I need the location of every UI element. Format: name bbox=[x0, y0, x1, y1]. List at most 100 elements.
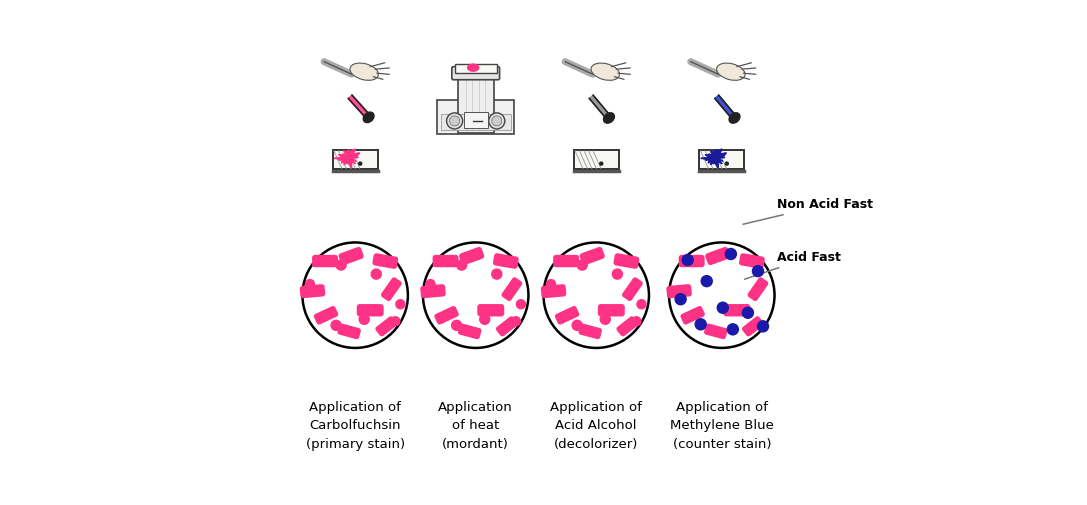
Circle shape bbox=[612, 269, 623, 279]
FancyBboxPatch shape bbox=[748, 277, 769, 301]
FancyBboxPatch shape bbox=[598, 304, 625, 317]
Circle shape bbox=[450, 116, 460, 126]
FancyBboxPatch shape bbox=[435, 306, 459, 325]
Circle shape bbox=[372, 269, 382, 279]
Circle shape bbox=[717, 302, 728, 313]
Ellipse shape bbox=[363, 112, 374, 123]
Circle shape bbox=[391, 317, 400, 326]
FancyBboxPatch shape bbox=[338, 247, 364, 265]
Circle shape bbox=[701, 276, 712, 287]
Polygon shape bbox=[334, 149, 360, 168]
FancyBboxPatch shape bbox=[554, 306, 579, 325]
Circle shape bbox=[426, 280, 435, 289]
Polygon shape bbox=[589, 95, 611, 120]
FancyBboxPatch shape bbox=[333, 150, 378, 169]
Polygon shape bbox=[701, 149, 726, 168]
Circle shape bbox=[332, 320, 341, 330]
FancyBboxPatch shape bbox=[553, 255, 579, 267]
FancyBboxPatch shape bbox=[613, 253, 639, 269]
Circle shape bbox=[577, 260, 587, 270]
Text: Acid Fast: Acid Fast bbox=[745, 251, 841, 279]
Circle shape bbox=[725, 162, 728, 165]
Circle shape bbox=[305, 280, 314, 289]
FancyBboxPatch shape bbox=[441, 114, 511, 130]
Circle shape bbox=[572, 320, 583, 330]
Circle shape bbox=[696, 319, 707, 330]
Circle shape bbox=[516, 299, 525, 309]
FancyBboxPatch shape bbox=[705, 247, 730, 265]
Circle shape bbox=[396, 299, 404, 309]
Text: Application of
Acid Alcohol
(decolorizer): Application of Acid Alcohol (decolorizer… bbox=[550, 400, 642, 450]
FancyBboxPatch shape bbox=[300, 284, 325, 298]
Circle shape bbox=[600, 162, 603, 165]
FancyBboxPatch shape bbox=[375, 316, 398, 336]
Circle shape bbox=[359, 162, 362, 165]
FancyBboxPatch shape bbox=[666, 284, 691, 298]
Circle shape bbox=[491, 269, 502, 279]
Circle shape bbox=[632, 317, 641, 326]
FancyBboxPatch shape bbox=[741, 316, 764, 336]
FancyBboxPatch shape bbox=[357, 304, 384, 317]
Circle shape bbox=[491, 116, 502, 126]
FancyBboxPatch shape bbox=[464, 112, 488, 128]
Ellipse shape bbox=[350, 63, 378, 80]
Circle shape bbox=[547, 280, 555, 289]
FancyBboxPatch shape bbox=[373, 253, 398, 269]
FancyBboxPatch shape bbox=[452, 67, 500, 80]
Text: Non Acid Fast: Non Acid Fast bbox=[744, 198, 873, 224]
Circle shape bbox=[758, 321, 769, 332]
Text: Application of
Carbolfuchsin
(primary stain): Application of Carbolfuchsin (primary st… bbox=[305, 400, 404, 450]
FancyBboxPatch shape bbox=[433, 255, 459, 267]
FancyBboxPatch shape bbox=[579, 247, 604, 265]
FancyBboxPatch shape bbox=[704, 324, 727, 339]
Circle shape bbox=[683, 255, 694, 266]
Polygon shape bbox=[715, 95, 737, 120]
FancyBboxPatch shape bbox=[477, 304, 504, 317]
FancyBboxPatch shape bbox=[541, 284, 566, 298]
Circle shape bbox=[457, 260, 466, 270]
Ellipse shape bbox=[467, 64, 478, 71]
FancyBboxPatch shape bbox=[723, 304, 750, 317]
Circle shape bbox=[725, 248, 736, 260]
FancyBboxPatch shape bbox=[314, 306, 338, 325]
FancyBboxPatch shape bbox=[458, 324, 482, 339]
Circle shape bbox=[727, 324, 738, 335]
FancyBboxPatch shape bbox=[492, 253, 518, 269]
FancyBboxPatch shape bbox=[739, 253, 765, 269]
FancyBboxPatch shape bbox=[312, 255, 338, 267]
FancyBboxPatch shape bbox=[437, 100, 514, 134]
Ellipse shape bbox=[729, 113, 740, 123]
FancyBboxPatch shape bbox=[678, 255, 704, 267]
Circle shape bbox=[600, 314, 610, 324]
Polygon shape bbox=[348, 95, 371, 119]
Ellipse shape bbox=[603, 113, 614, 123]
Circle shape bbox=[447, 113, 463, 129]
FancyBboxPatch shape bbox=[574, 150, 619, 169]
Text: Application
of heat
(mordant): Application of heat (mordant) bbox=[438, 400, 513, 450]
FancyBboxPatch shape bbox=[458, 73, 493, 133]
FancyBboxPatch shape bbox=[459, 247, 485, 265]
Circle shape bbox=[511, 317, 521, 326]
FancyBboxPatch shape bbox=[454, 64, 497, 73]
Circle shape bbox=[752, 266, 763, 277]
FancyBboxPatch shape bbox=[699, 150, 745, 169]
Circle shape bbox=[359, 314, 370, 324]
Circle shape bbox=[336, 260, 346, 270]
FancyBboxPatch shape bbox=[622, 277, 642, 301]
Circle shape bbox=[675, 294, 686, 305]
FancyBboxPatch shape bbox=[380, 277, 402, 301]
FancyBboxPatch shape bbox=[421, 284, 446, 298]
Circle shape bbox=[489, 113, 504, 129]
Circle shape bbox=[479, 314, 490, 324]
FancyBboxPatch shape bbox=[578, 324, 602, 339]
FancyBboxPatch shape bbox=[616, 316, 638, 336]
FancyBboxPatch shape bbox=[337, 324, 361, 339]
FancyBboxPatch shape bbox=[496, 316, 517, 336]
FancyBboxPatch shape bbox=[680, 306, 705, 325]
Circle shape bbox=[637, 299, 646, 309]
Circle shape bbox=[742, 307, 753, 318]
Ellipse shape bbox=[716, 63, 745, 80]
Ellipse shape bbox=[591, 63, 620, 80]
Circle shape bbox=[451, 320, 462, 330]
Text: Application of
Methylene Blue
(counter stain): Application of Methylene Blue (counter s… bbox=[670, 400, 774, 450]
